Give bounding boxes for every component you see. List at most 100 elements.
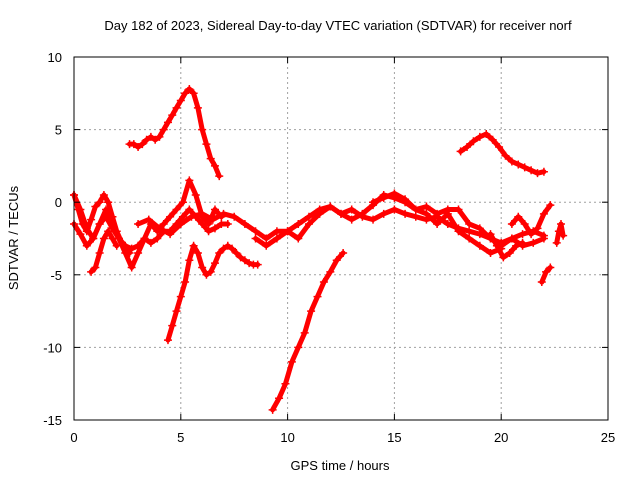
data-point (155, 132, 164, 141)
data-point (204, 227, 213, 236)
series-track-3 (70, 190, 134, 258)
y-tick-label: -5 (50, 268, 62, 283)
data-point (172, 205, 181, 214)
data-point (463, 143, 472, 152)
data-point (87, 267, 96, 276)
data-point (539, 234, 548, 243)
data-point (129, 140, 138, 149)
data-point (89, 234, 98, 243)
data-point (223, 219, 232, 228)
data-point (76, 230, 85, 239)
data-point (313, 292, 322, 301)
data-point (501, 151, 510, 160)
data-point (95, 198, 104, 207)
data-point (146, 132, 155, 141)
data-point (230, 212, 239, 221)
data-point (527, 166, 536, 175)
data-point (411, 212, 420, 221)
data-point (422, 209, 431, 218)
data-point (557, 219, 566, 228)
data-point (185, 84, 194, 93)
series-track-11 (456, 129, 548, 178)
data-point (505, 249, 514, 258)
data-point (339, 249, 348, 258)
series-line (253, 192, 504, 256)
data-point (294, 234, 303, 243)
data-point (433, 219, 442, 228)
data-point (475, 132, 484, 141)
chart-title: Day 182 of 2023, Sidereal Day-to-day VTE… (104, 18, 572, 33)
data-point (527, 230, 536, 239)
data-point (127, 244, 136, 253)
data-point (210, 161, 219, 170)
data-point (486, 249, 495, 258)
series-line (554, 221, 566, 246)
data-point (379, 209, 388, 218)
data-point (198, 125, 207, 134)
data-point (542, 267, 551, 276)
data-point (208, 215, 217, 224)
y-axis-label: SDTVAR / TECUs (6, 185, 21, 290)
data-point (125, 249, 134, 258)
axis-ticks: 0 5 10 15 20 25 -15 -10 -5 0 5 10 (43, 50, 615, 445)
plot-frame (73, 56, 609, 421)
series-track-7 (134, 202, 548, 247)
data-point (465, 227, 474, 236)
data-point (240, 256, 249, 265)
data-point (533, 224, 542, 233)
data-point (104, 198, 113, 207)
data-point (486, 230, 495, 239)
data-point (189, 89, 198, 98)
data-point (210, 259, 219, 268)
data-point (99, 190, 108, 199)
data-point (206, 154, 215, 163)
data-point (475, 224, 484, 233)
data-point (142, 135, 151, 144)
data-point (168, 321, 177, 330)
data-point (492, 241, 501, 250)
y-tick-label: -10 (43, 340, 62, 355)
series-track-4 (87, 227, 121, 276)
series-line (270, 250, 346, 413)
data-point (176, 219, 185, 228)
data-point (108, 234, 117, 243)
x-tick-label: 5 (177, 430, 184, 445)
data-point (512, 241, 521, 250)
data-point (533, 169, 542, 178)
data-point (153, 234, 162, 243)
data-point (315, 209, 324, 218)
data-point (520, 163, 529, 172)
data-point (495, 143, 504, 152)
data-point (185, 205, 194, 214)
data-point (223, 241, 232, 250)
data-point (488, 135, 497, 144)
data-point (300, 328, 309, 337)
data-point (514, 212, 523, 221)
data-point (210, 205, 219, 214)
data-point (215, 249, 224, 258)
data-point (482, 129, 491, 138)
series-track-12 (507, 201, 555, 239)
data-point (443, 219, 452, 228)
series-track-15 (552, 219, 568, 247)
data-point (134, 249, 143, 258)
data-point (91, 202, 100, 211)
data-point (210, 224, 219, 233)
data-point (529, 238, 538, 247)
data-point (294, 219, 303, 228)
data-point (172, 103, 181, 112)
y-tick-label: 0 (55, 195, 62, 210)
data-point (499, 253, 508, 262)
data-point (127, 263, 136, 272)
data-point (326, 267, 335, 276)
data-point (187, 212, 196, 221)
data-point (518, 238, 527, 247)
data-point (304, 219, 313, 228)
data-point (178, 198, 187, 207)
data-point (202, 140, 211, 149)
data-point (181, 89, 190, 98)
data-point (253, 260, 262, 269)
data-point (140, 234, 149, 243)
data-point (272, 234, 281, 243)
data-point (202, 270, 211, 279)
